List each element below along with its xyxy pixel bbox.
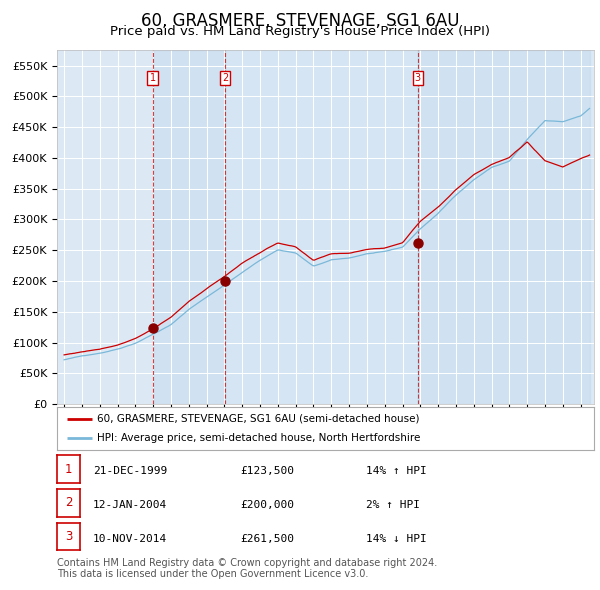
Text: 60, GRASMERE, STEVENAGE, SG1 6AU (semi-detached house): 60, GRASMERE, STEVENAGE, SG1 6AU (semi-d… [97, 414, 420, 424]
Text: 1: 1 [149, 73, 156, 83]
Text: £200,000: £200,000 [240, 500, 294, 510]
Text: HPI: Average price, semi-detached house, North Hertfordshire: HPI: Average price, semi-detached house,… [97, 433, 421, 443]
Bar [225, 50, 418, 404]
Text: 60, GRASMERE, STEVENAGE, SG1 6AU: 60, GRASMERE, STEVENAGE, SG1 6AU [141, 12, 459, 30]
Bar [418, 50, 590, 404]
Text: 3: 3 [65, 530, 72, 543]
Text: Price paid vs. HM Land Registry's House Price Index (HPI): Price paid vs. HM Land Registry's House … [110, 25, 490, 38]
Text: 2: 2 [222, 73, 228, 83]
Bar [152, 50, 225, 404]
Text: 10-NOV-2014: 10-NOV-2014 [93, 534, 167, 544]
Text: 12-JAN-2004: 12-JAN-2004 [93, 500, 167, 510]
Text: Contains HM Land Registry data © Crown copyright and database right 2024.
This d: Contains HM Land Registry data © Crown c… [57, 558, 437, 579]
Text: £261,500: £261,500 [240, 534, 294, 544]
Text: £123,500: £123,500 [240, 467, 294, 477]
Text: 3: 3 [415, 73, 421, 83]
Text: 21-DEC-1999: 21-DEC-1999 [93, 467, 167, 477]
Text: 14% ↓ HPI: 14% ↓ HPI [366, 534, 427, 544]
Text: 14% ↑ HPI: 14% ↑ HPI [366, 467, 427, 477]
Text: 1: 1 [65, 463, 72, 476]
Text: 2: 2 [65, 496, 72, 509]
Text: 2% ↑ HPI: 2% ↑ HPI [366, 500, 420, 510]
